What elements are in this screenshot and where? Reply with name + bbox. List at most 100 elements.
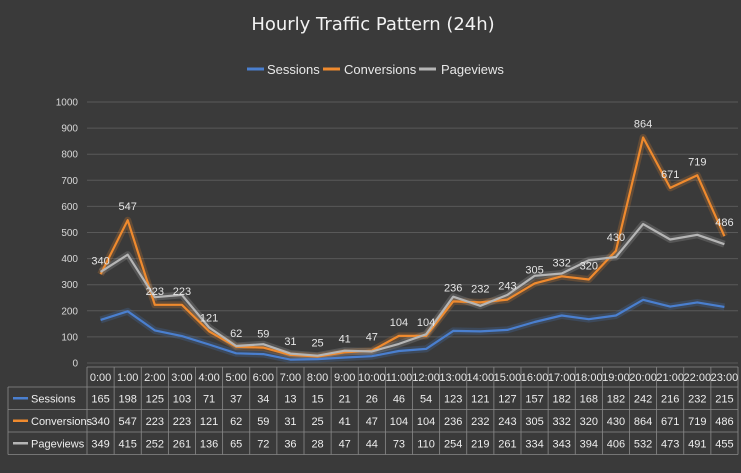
y-tick-label: 100 — [61, 332, 78, 343]
y-tick-label: 700 — [61, 176, 78, 187]
table-cell: 46 — [393, 393, 405, 405]
x-tick-label: 4:00 — [198, 372, 219, 384]
legend-label-pageviews: Pageviews — [441, 62, 504, 77]
legend-label-conversions: Conversions — [344, 62, 417, 77]
data-label: 332 — [553, 257, 571, 269]
data-label: 104 — [390, 317, 408, 329]
y-tick-label: 400 — [61, 254, 78, 265]
x-tick-label: 16:00 — [521, 372, 549, 384]
y-tick-label: 900 — [61, 124, 78, 135]
table-cell: 127 — [498, 393, 516, 405]
table-cell: 21 — [339, 393, 351, 405]
x-tick-label: 22:00 — [684, 372, 712, 384]
table-series-name: Pageviews — [31, 438, 85, 450]
table-cell: 215 — [715, 393, 733, 405]
table-cell: 47 — [339, 438, 351, 450]
data-table: 0:00 1:00 2:00 3:00 4:00 5:00 6:00 7:00 8:00 9:00… — [7, 366, 739, 455]
table-cell: 486 — [715, 416, 733, 428]
data-label: 62 — [230, 328, 242, 340]
table-cell: 243 — [498, 416, 516, 428]
table-cell: 37 — [230, 393, 242, 405]
table-cell: 491 — [688, 438, 706, 450]
table-cell: 430 — [607, 416, 625, 428]
y-axis: 0 100 200 300 400 500 600 700 800 900 1000 — [56, 98, 79, 370]
table-cell: 236 — [444, 416, 462, 428]
table-cell: 28 — [311, 438, 323, 450]
table-cell: 232 — [471, 416, 489, 428]
series-lines — [99, 136, 726, 361]
table-cell: 252 — [146, 438, 164, 450]
y-tick-label: 300 — [61, 280, 78, 291]
table-cell: 242 — [634, 393, 652, 405]
data-label: 305 — [525, 264, 543, 276]
series-line-conversions — [99, 136, 726, 358]
y-tick-label: 0 — [72, 359, 78, 370]
table-cell: 62 — [230, 416, 242, 428]
data-label: 671 — [661, 169, 679, 181]
table-cell: 44 — [366, 438, 378, 450]
table-cell: 71 — [203, 393, 215, 405]
table-cell: 136 — [200, 438, 218, 450]
table-cell: 72 — [257, 438, 269, 450]
data-label: 223 — [173, 286, 191, 298]
table-cell: 394 — [580, 438, 598, 450]
table-cell: 261 — [498, 438, 516, 450]
chart-title: Hourly Traffic Pattern (24h) — [251, 14, 494, 35]
table-cell: 59 — [257, 416, 269, 428]
x-tick-label: 12:00 — [412, 372, 440, 384]
table-cell: 261 — [173, 438, 191, 450]
x-tick-label: 1:00 — [117, 372, 138, 384]
x-tick-label: 17:00 — [548, 372, 576, 384]
table-cell: 219 — [471, 438, 489, 450]
table-cell: 26 — [366, 393, 378, 405]
data-label: 430 — [607, 232, 625, 244]
table-cell: 73 — [393, 438, 405, 450]
table-cell: 47 — [366, 416, 378, 428]
table-cell: 864 — [634, 416, 652, 428]
table-cell: 547 — [119, 416, 137, 428]
table-cell: 36 — [284, 438, 296, 450]
table-cell: 332 — [553, 416, 571, 428]
data-label: 223 — [146, 286, 164, 298]
table-cell: 168 — [580, 393, 598, 405]
y-tick-label: 600 — [61, 202, 78, 213]
table-cell: 65 — [230, 438, 242, 450]
x-tick-label: 15:00 — [494, 372, 522, 384]
data-labels: 340 547 223 223 121 62 59 31 25 41 47 104 104 236 232 2… — [91, 118, 733, 349]
data-label: 243 — [498, 281, 516, 293]
table-cell: 125 — [146, 393, 164, 405]
x-tick-label: 13:00 — [439, 372, 467, 384]
table-cell: 223 — [146, 416, 164, 428]
data-label: 547 — [119, 201, 137, 213]
table-cell: 340 — [91, 416, 109, 428]
series-line-pageviews — [100, 223, 725, 357]
table-cell: 455 — [715, 438, 733, 450]
x-tick-label: 10:00 — [358, 372, 386, 384]
data-label: 236 — [444, 282, 462, 294]
table-cell: 415 — [119, 438, 137, 450]
table-cell: 254 — [444, 438, 462, 450]
table-cell: 216 — [661, 393, 679, 405]
data-label: 104 — [417, 317, 435, 329]
table-cell: 121 — [471, 393, 489, 405]
data-label: 25 — [311, 337, 323, 349]
x-tick-label: 23:00 — [711, 372, 739, 384]
table-cell: 473 — [661, 438, 679, 450]
table-series-name: Sessions — [31, 393, 76, 405]
x-tick-label: 18:00 — [575, 372, 603, 384]
table-cell: 182 — [607, 393, 625, 405]
table-cell: 103 — [173, 393, 191, 405]
table-cell: 320 — [580, 416, 598, 428]
y-tick-label: 500 — [61, 228, 78, 239]
table-cell: 223 — [173, 416, 191, 428]
table-cell: 41 — [339, 416, 351, 428]
table-cell: 13 — [284, 393, 296, 405]
data-label: 340 — [91, 255, 109, 267]
table-cell: 532 — [634, 438, 652, 450]
table-cell: 349 — [91, 438, 109, 450]
y-tick-label: 1000 — [56, 98, 79, 109]
table-cell: 198 — [119, 393, 137, 405]
x-tick-label: 5:00 — [225, 372, 246, 384]
table-cell: 334 — [525, 438, 543, 450]
